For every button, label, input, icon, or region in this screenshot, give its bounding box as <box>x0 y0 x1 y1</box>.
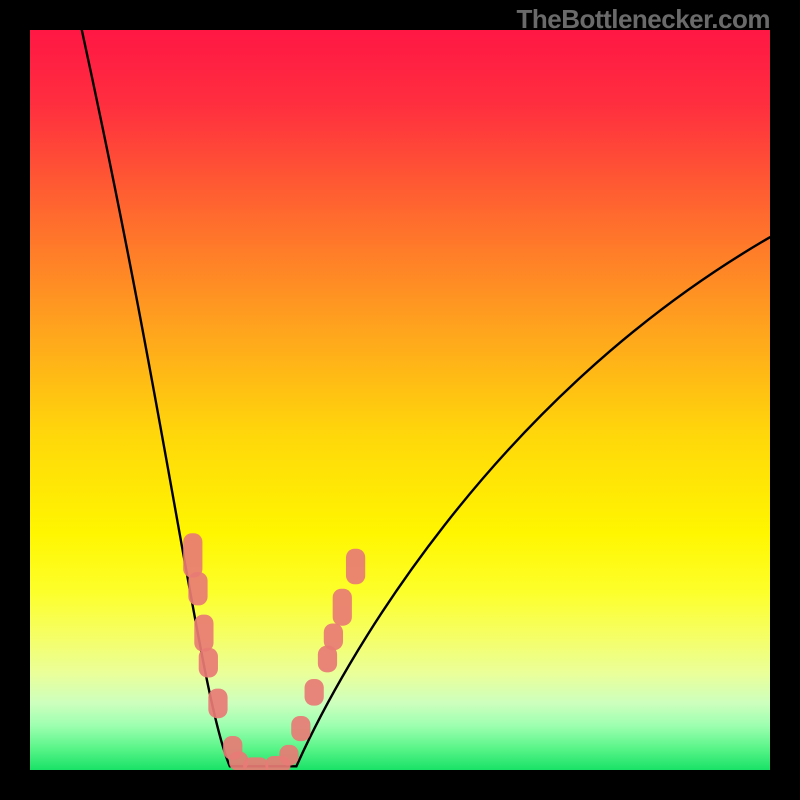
plot-svg <box>30 30 770 770</box>
gradient-background <box>30 30 770 770</box>
data-marker <box>324 623 343 650</box>
data-marker <box>333 589 352 626</box>
data-marker <box>243 757 268 770</box>
data-marker <box>199 648 218 678</box>
data-marker <box>188 572 207 605</box>
data-marker <box>291 716 310 741</box>
plot-area <box>30 30 770 770</box>
chart-container: TheBottlenecker.com <box>0 0 800 800</box>
data-marker <box>279 745 298 766</box>
data-marker <box>183 533 202 577</box>
data-marker <box>346 549 365 585</box>
data-marker <box>208 689 227 719</box>
data-marker <box>194 615 213 652</box>
data-marker <box>305 679 324 706</box>
